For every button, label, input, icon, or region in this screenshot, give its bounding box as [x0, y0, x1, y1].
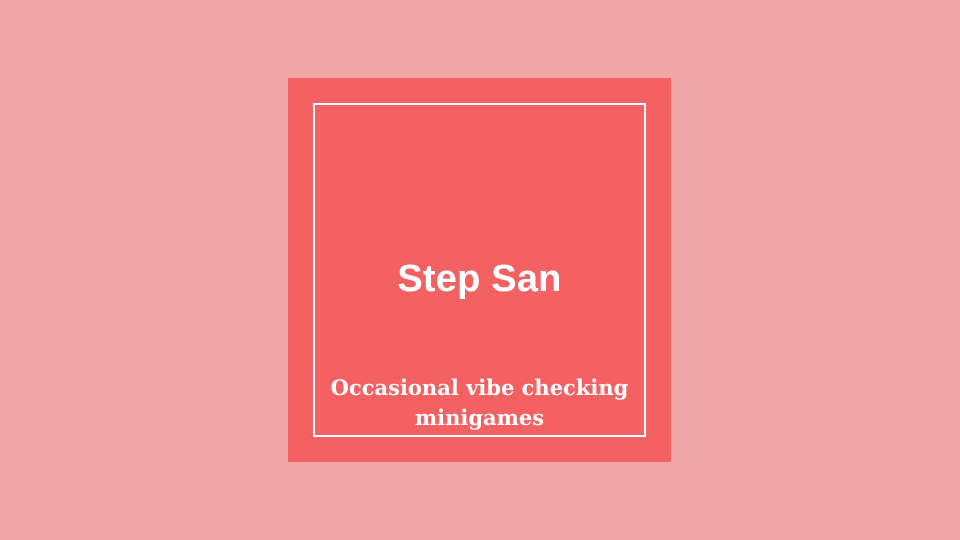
- title-card: Step San Occasional vibe checking miniga…: [288, 78, 671, 462]
- slide-title: Step San: [397, 258, 562, 300]
- slide-subtitle-line-2: minigames: [414, 405, 545, 430]
- card-border-frame: Step San Occasional vibe checking miniga…: [313, 103, 646, 437]
- slide-subtitle-line-1: Occasional vibe checking: [330, 375, 629, 400]
- slide-subtitle: Occasional vibe checking minigames: [315, 373, 644, 433]
